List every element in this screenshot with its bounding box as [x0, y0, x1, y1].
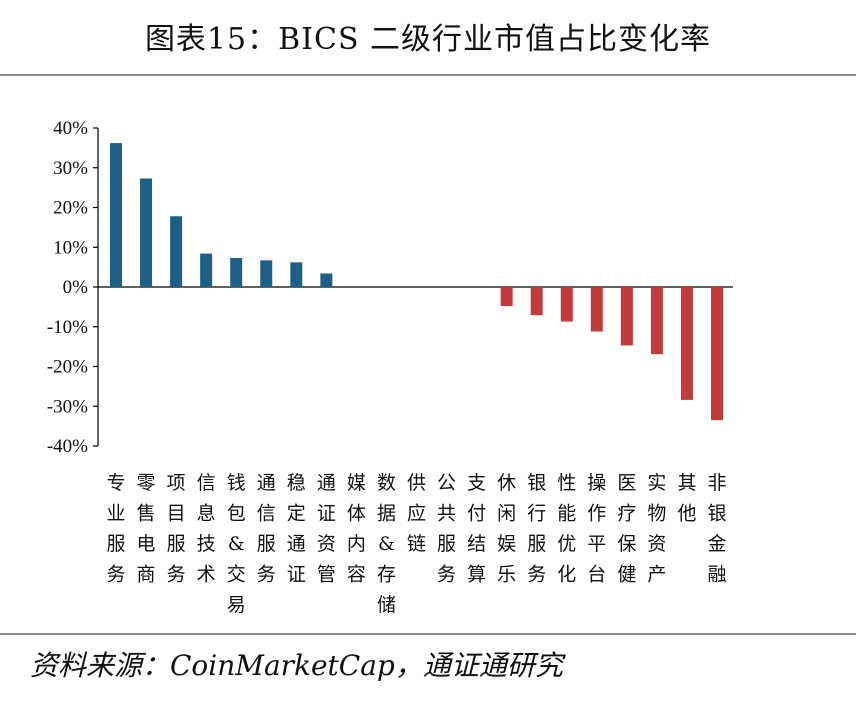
bar: [230, 257, 243, 287]
source-note: 资料来源：CoinMarketCap，通证通研究: [30, 649, 563, 682]
x-category-label: 休闲娱乐: [497, 472, 516, 586]
bar: [530, 287, 543, 316]
x-category-label: 银行服务: [527, 472, 546, 586]
bar-chart: 40% 30% 20% 10% 0% -10% -20% -30% -40% 专业服务零售电商项目…: [47, 118, 733, 616]
y-tick-label: -20%: [47, 357, 88, 378]
x-category-label: 数据&存储: [377, 472, 396, 616]
bar: [711, 287, 723, 421]
y-tick-label: 30%: [53, 158, 88, 179]
bar: [140, 178, 153, 287]
x-category-label: 公共服务: [437, 472, 456, 586]
x-category-label: 医疗保健: [617, 472, 636, 586]
x-category-label: 媒体内容: [347, 472, 366, 586]
x-category-label: 零售电商: [137, 472, 156, 586]
y-tick-label: -40%: [47, 436, 88, 457]
x-category-label: 稳定通证: [287, 472, 306, 586]
bar: [200, 253, 213, 287]
bar: [320, 273, 333, 287]
x-category-label: 通证资管: [317, 472, 336, 586]
y-tick-label: 10%: [53, 237, 88, 258]
y-tick-label: -10%: [47, 317, 88, 338]
y-tick-label: 40%: [53, 118, 88, 139]
x-category-label: 非银金融: [707, 472, 726, 586]
bar: [500, 287, 513, 307]
y-tick-label: 0%: [63, 277, 89, 298]
source-divider: [0, 633, 856, 635]
bar: [650, 287, 663, 355]
bar: [170, 216, 183, 287]
x-category-label: 供应链: [407, 472, 426, 555]
x-category-label: 实物资产: [647, 472, 666, 586]
bar: [290, 262, 303, 287]
bar: [110, 143, 122, 287]
bar: [260, 260, 273, 287]
x-category-label: 支付结算: [467, 472, 486, 586]
bar: [620, 287, 633, 346]
x-category-label: 项目服务: [167, 472, 186, 586]
title-divider: [0, 74, 856, 76]
y-tick-label: 20%: [53, 198, 88, 219]
x-category-label: 其他: [677, 472, 696, 525]
x-category-label: 信息技术: [197, 472, 216, 586]
bar: [590, 287, 603, 332]
chart-title: 图表15：BICS 二级行业市值占比变化率: [144, 22, 712, 57]
x-category-label: 专业服务: [106, 472, 125, 586]
bar: [560, 287, 573, 322]
bar: [680, 287, 693, 400]
x-category-label: 性能优化: [557, 472, 576, 586]
y-tick-label: -30%: [47, 396, 88, 417]
x-category-label: 通信服务: [257, 472, 276, 586]
x-category-label: 操作平台: [587, 472, 606, 586]
x-category-label: 钱包&交易: [227, 472, 246, 616]
